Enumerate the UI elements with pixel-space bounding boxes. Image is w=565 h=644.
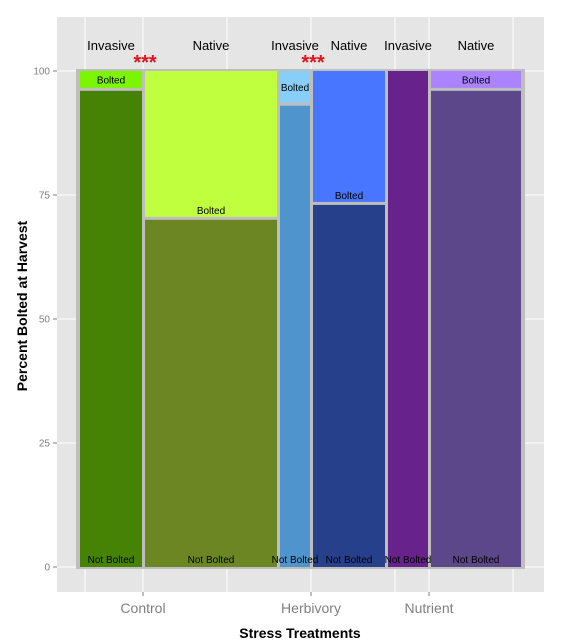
x-category-label: Nutrient bbox=[404, 600, 453, 616]
group-label: Native bbox=[331, 38, 368, 53]
segment-label-bolted: Bolted bbox=[197, 206, 225, 217]
bar-segment-bolted bbox=[145, 71, 277, 217]
segment-label-bolted: Bolted bbox=[462, 75, 490, 86]
significance-marker: *** bbox=[133, 52, 157, 74]
x-axis: Control Herbivory Nutrient bbox=[120, 592, 454, 616]
bar-segment-bolted bbox=[431, 71, 521, 88]
segment-label-not-bolted: Not Bolted bbox=[88, 555, 135, 566]
significance-marker: *** bbox=[301, 52, 325, 74]
segment-label-not-bolted: Not Bolted bbox=[272, 555, 319, 566]
x-axis-title: Stress Treatments bbox=[239, 625, 361, 641]
y-tick-label: 75 bbox=[39, 191, 51, 202]
bar-segment-bolted bbox=[80, 71, 142, 88]
segment-label-not-bolted: Not Bolted bbox=[385, 555, 432, 566]
group-label: Invasive bbox=[87, 38, 135, 53]
y-tick-label: 25 bbox=[39, 439, 51, 450]
bar-segment-not-bolted bbox=[80, 90, 142, 567]
bar-segment-bolted bbox=[280, 71, 310, 103]
group-label: Invasive bbox=[384, 38, 432, 53]
bar-segment-not-bolted bbox=[145, 219, 277, 568]
segment-label-not-bolted: Not Bolted bbox=[326, 555, 373, 566]
y-tick-label: 50 bbox=[39, 315, 51, 326]
group-label: Native bbox=[458, 38, 495, 53]
segment-label-bolted: Bolted bbox=[335, 191, 363, 202]
x-category-label: Herbivory bbox=[281, 600, 341, 616]
bar-segment-not-bolted bbox=[388, 71, 428, 567]
bar-segment-not-bolted bbox=[280, 105, 310, 567]
bar-segment-not-bolted bbox=[431, 90, 521, 567]
group-label: Invasive bbox=[271, 38, 319, 53]
y-axis: 0 25 50 75 100 bbox=[33, 67, 57, 574]
y-axis-title: Percent Bolted at Harvest bbox=[14, 220, 30, 391]
segment-label-bolted: Bolted bbox=[281, 83, 309, 94]
group-label: Native bbox=[193, 38, 230, 53]
y-tick-label: 0 bbox=[44, 563, 50, 574]
x-category-label: Control bbox=[120, 600, 165, 616]
bar-segment-not-bolted bbox=[313, 204, 385, 568]
segment-label-not-bolted: Not Bolted bbox=[188, 555, 235, 566]
bars bbox=[80, 71, 521, 568]
segment-label-not-bolted: Not Bolted bbox=[453, 555, 500, 566]
y-tick-label: 100 bbox=[33, 67, 50, 78]
segment-label-bolted: Bolted bbox=[97, 75, 125, 86]
bar-segment-bolted bbox=[313, 71, 385, 202]
